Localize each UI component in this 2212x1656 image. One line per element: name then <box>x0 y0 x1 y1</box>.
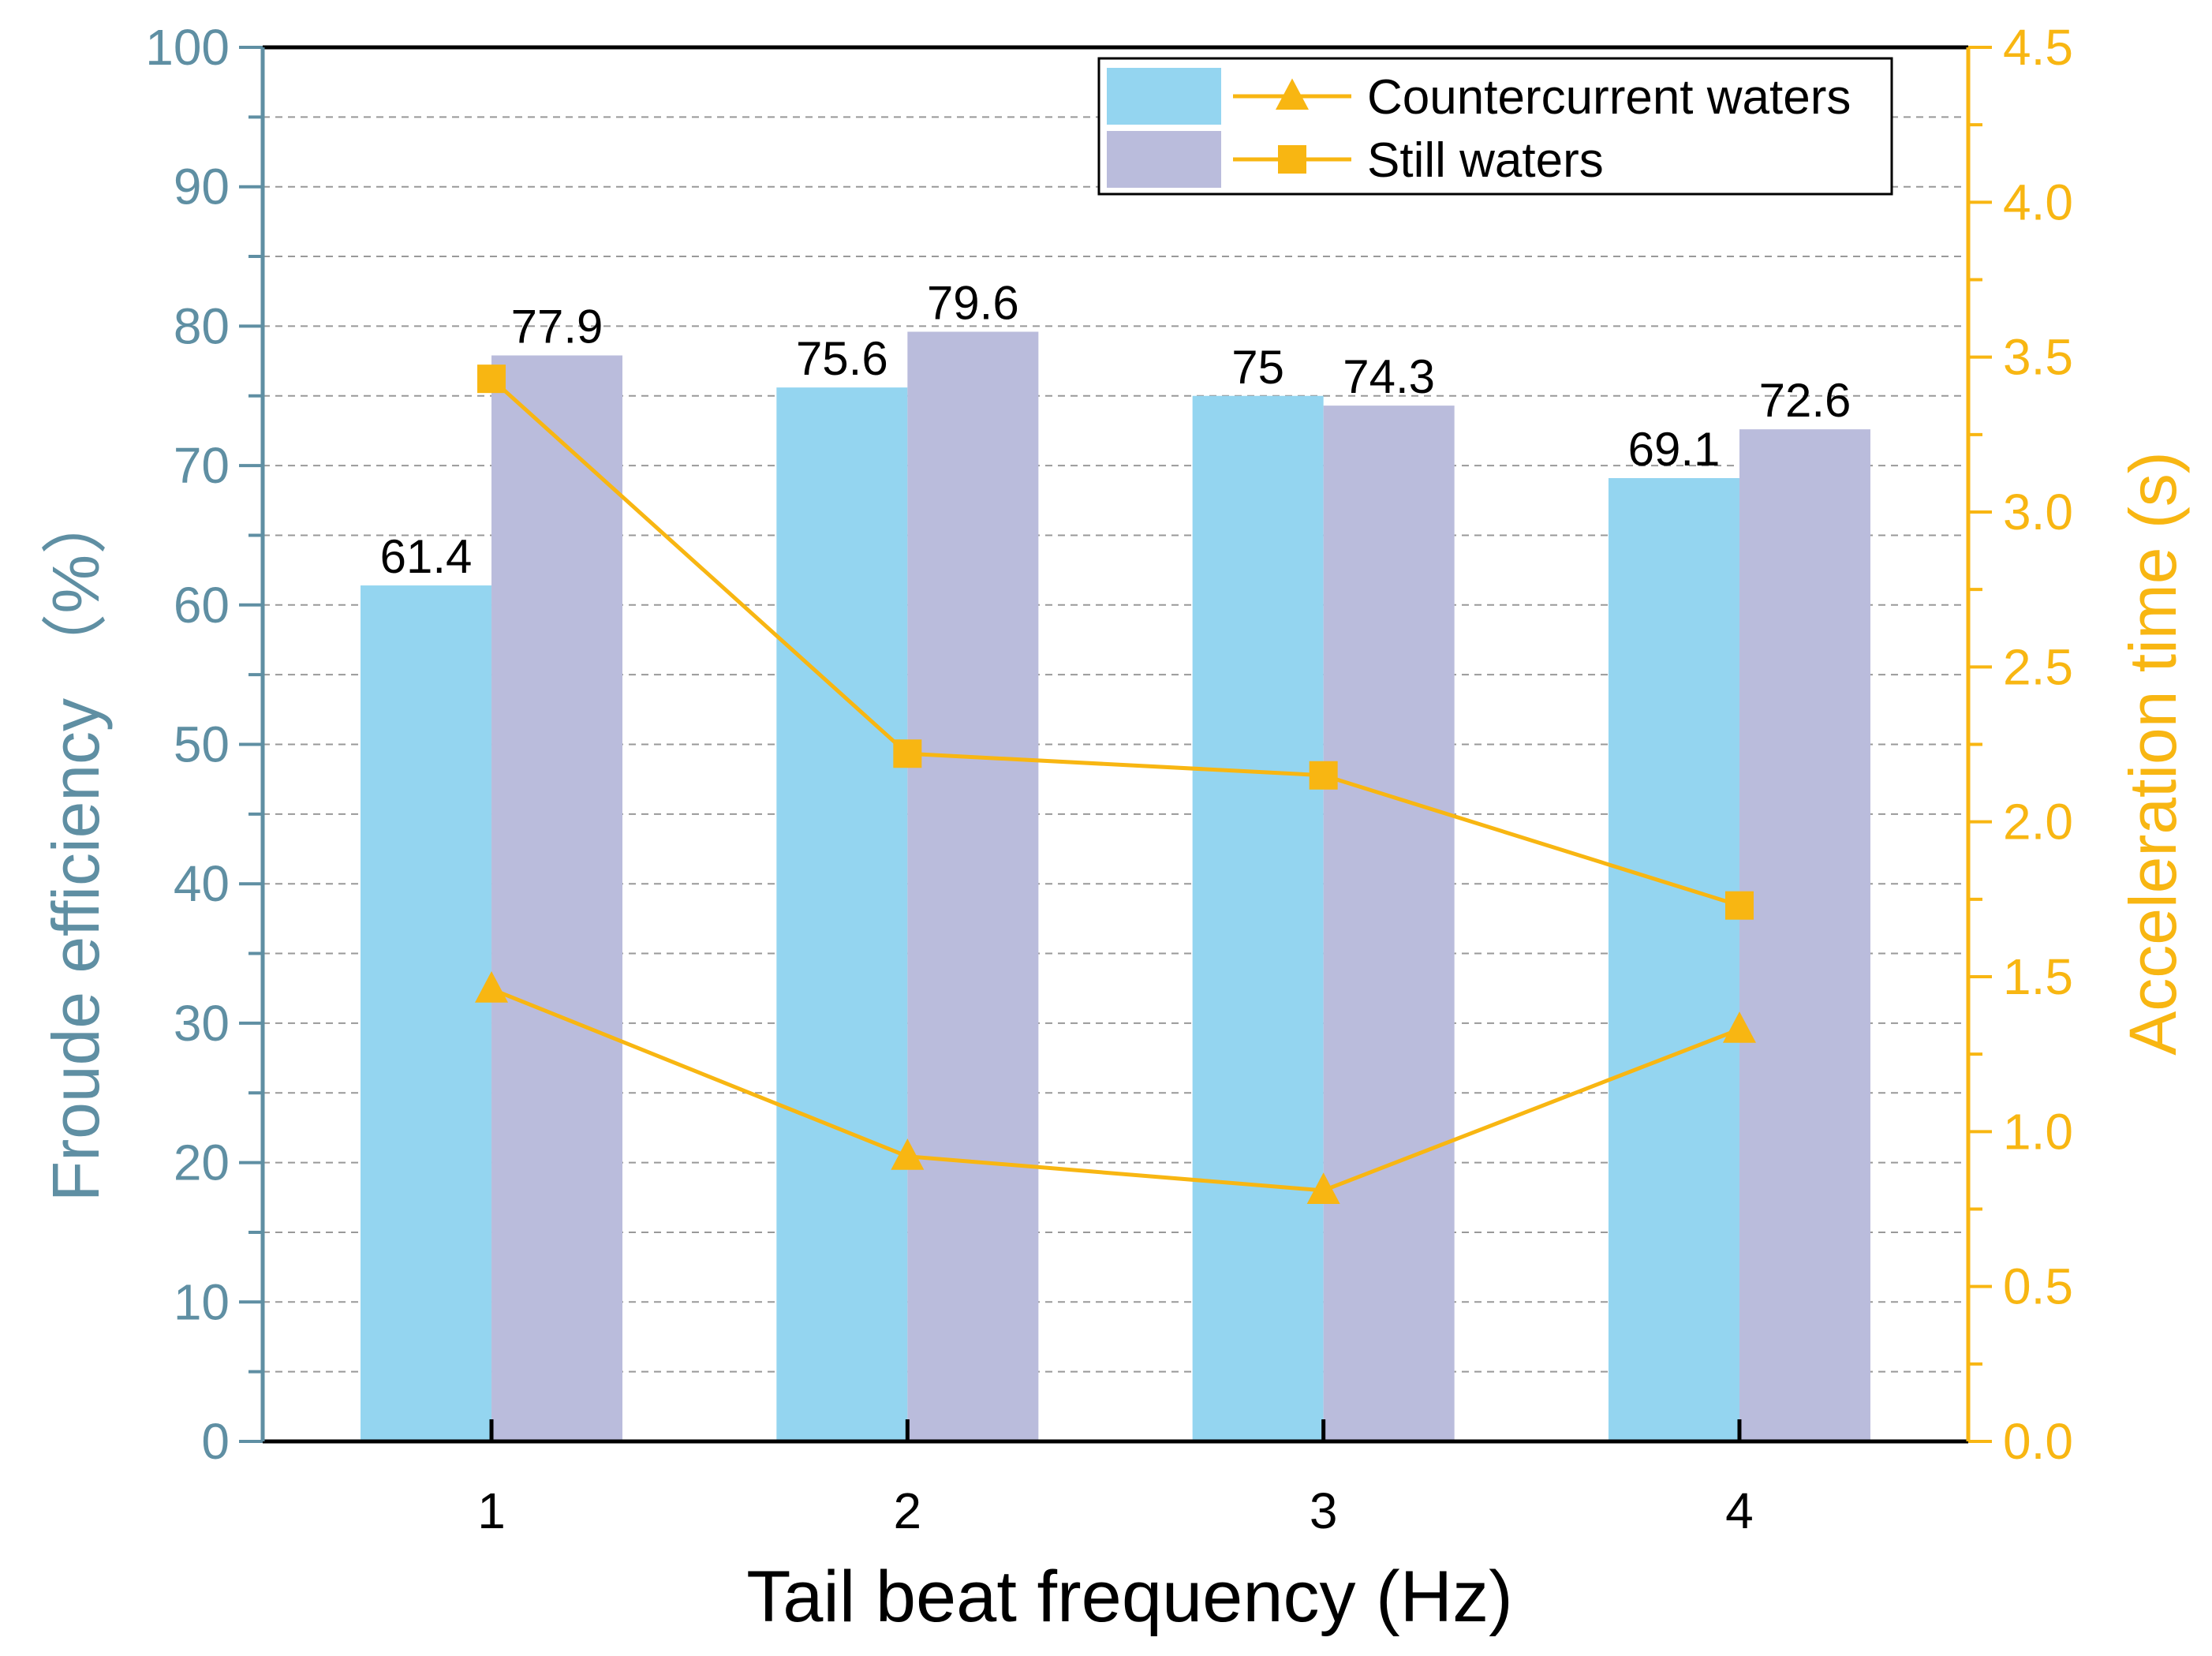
y-tick-label: 90 <box>174 159 230 215</box>
data-labels: 61.4 75.6 75 69.1 77.9 79.6 74.3 72.6 <box>380 276 1851 583</box>
y-tick-label: 80 <box>174 297 230 354</box>
bar-countercurrent-1 <box>361 585 492 1441</box>
legend-label: Countercurrent waters <box>1367 70 1851 125</box>
bar-value-label: 75.6 <box>796 332 888 385</box>
bar-still-1 <box>491 355 623 1442</box>
bar-still-4 <box>1739 429 1870 1442</box>
y-tick-label: 100 <box>145 19 230 76</box>
bar-value-label: 79.6 <box>927 276 1019 329</box>
bar-value-label: 72.6 <box>1759 374 1851 427</box>
y2-tick-label: 1.5 <box>2003 948 2073 1005</box>
y-axis-title: Froude efficiency （%） <box>39 488 113 1202</box>
y2-tick-label: 1.0 <box>2003 1103 2073 1160</box>
x-axis-title: Tail beat frequency (Hz) <box>746 1557 1513 1637</box>
bar-value-label: 61.4 <box>380 530 473 583</box>
x-tick-label: 4 <box>1725 1482 1754 1539</box>
y2-tick-label: 3.0 <box>2003 484 2073 540</box>
y-tick-label: 70 <box>174 437 230 494</box>
bar-still-2 <box>907 331 1039 1441</box>
marker-square <box>893 739 922 768</box>
y-tick-label: 20 <box>174 1135 230 1191</box>
legend-swatch <box>1107 68 1221 125</box>
y2-axis-title: Acceleration time (s) <box>2116 451 2190 1056</box>
bars <box>361 331 1870 1442</box>
y2-tick-label: 0.0 <box>2003 1413 2073 1470</box>
y-tick-label: 0 <box>201 1413 230 1470</box>
y2-tick-label: 0.5 <box>2003 1258 2073 1315</box>
marker-square <box>1278 145 1306 174</box>
y-tick-label: 40 <box>174 855 230 912</box>
lines <box>475 364 1756 1204</box>
y2-tick-label: 4.0 <box>2003 174 2073 230</box>
bar-countercurrent-4 <box>1608 478 1739 1442</box>
y-tick-label: 50 <box>174 716 230 773</box>
marker-square <box>1724 891 1754 920</box>
marker-square <box>1309 761 1338 790</box>
axes: 0 10 20 30 40 50 60 70 80 90 100 0.0 0.5 1.0 1.5 2.0 2.5… <box>145 19 2073 1539</box>
marker-triangle <box>475 971 509 1003</box>
x-tick-label: 3 <box>1310 1482 1338 1539</box>
legend-label: Still waters <box>1367 133 1604 188</box>
y2-tick-label: 2.5 <box>2003 638 2073 695</box>
bar-still-3 <box>1323 406 1455 1441</box>
x-tick-label: 2 <box>894 1482 922 1539</box>
bar-value-label: 69.1 <box>1628 423 1721 476</box>
bar-value-label: 75 <box>1231 341 1284 394</box>
bar-countercurrent-2 <box>776 387 908 1442</box>
y2-tick-label: 4.5 <box>2003 19 2073 76</box>
y-tick-label: 30 <box>174 995 230 1052</box>
marker-square <box>477 364 506 394</box>
legend-box <box>1097 57 1893 196</box>
y-tick-label: 10 <box>174 1273 230 1330</box>
bar-value-label: 74.3 <box>1343 350 1435 403</box>
x-tick-label: 1 <box>477 1482 506 1539</box>
marker-triangle <box>1276 78 1309 110</box>
y2-tick-label: 3.5 <box>2003 329 2073 386</box>
marker-triangle <box>891 1138 925 1170</box>
line-countercurrent <box>491 987 1740 1193</box>
line-still <box>490 377 1740 908</box>
legend-swatch <box>1107 131 1221 188</box>
bar-countercurrent-3 <box>1192 395 1324 1441</box>
bar-value-label: 77.9 <box>511 301 603 353</box>
marker-triangle <box>1722 1011 1756 1043</box>
y-tick-label: 60 <box>174 577 230 634</box>
marker-triangle <box>1306 1172 1340 1204</box>
y2-tick-label: 2.0 <box>2003 794 2073 850</box>
legend: Countercurrent waters Still waters <box>1097 57 1893 196</box>
